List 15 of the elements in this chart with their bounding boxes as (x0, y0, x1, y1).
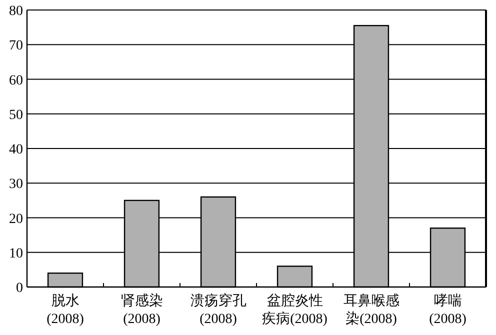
y-tick-label: 30 (9, 177, 23, 192)
y-tick-label: 50 (9, 108, 23, 123)
x-tick-label: 盆腔炎性疾病(2008) (262, 293, 328, 327)
x-tick-label: 肾感染(2008) (120, 293, 163, 327)
x-tick-label: 溃疡穿孔(2008) (190, 293, 246, 327)
y-tick-label: 70 (9, 38, 23, 54)
y-tick-label: 60 (9, 73, 23, 88)
y-tick-label: 10 (9, 246, 23, 262)
x-tick-label: 脱水(2008) (46, 293, 84, 327)
y-tick-label: 80 (9, 4, 23, 19)
x-tick-label: 耳鼻喉感染(2008) (343, 293, 400, 327)
y-tick-label: 40 (9, 142, 23, 158)
x-tick-label: 哮喘(2008) (429, 293, 467, 327)
y-tick-label: 0 (16, 281, 23, 296)
y-tick-label: 20 (9, 212, 23, 227)
